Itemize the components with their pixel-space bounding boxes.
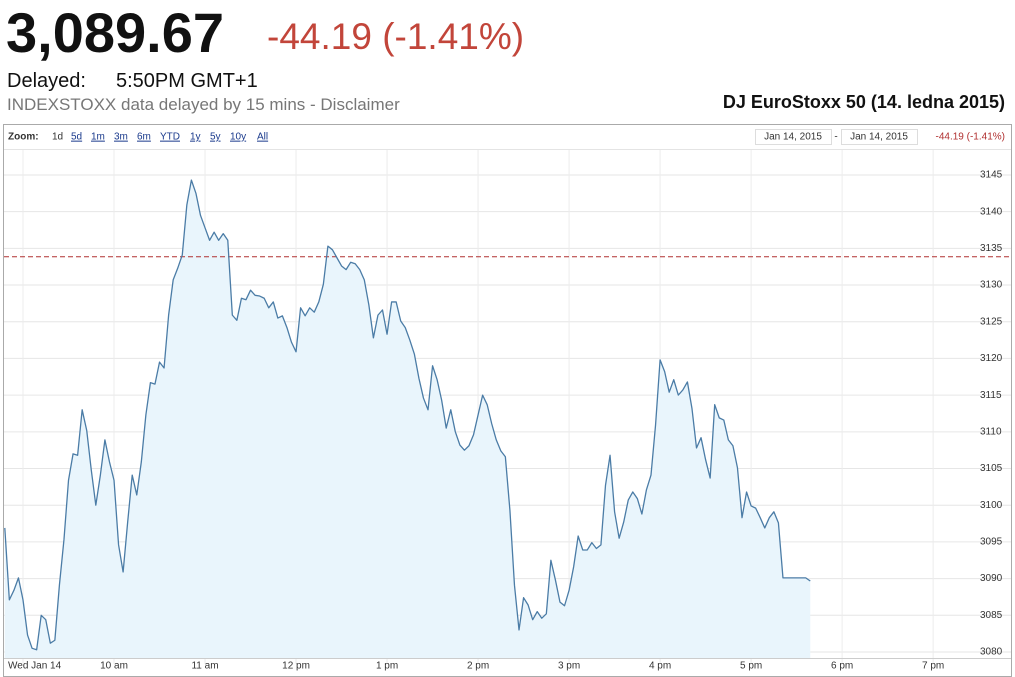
delayed-label: Delayed: xyxy=(7,70,86,92)
range-to: Jan 14, 2015 xyxy=(850,132,908,143)
x-tick-label: 3 pm xyxy=(558,661,580,672)
y-tick-label: 3130 xyxy=(980,280,1003,291)
y-tick-label: 3125 xyxy=(980,316,1003,327)
zoom-option[interactable]: 5d xyxy=(71,132,82,143)
x-tick-label: 2 pm xyxy=(467,661,489,672)
y-tick-label: 3085 xyxy=(980,610,1003,621)
zoom-option[interactable]: 1d xyxy=(52,132,63,143)
range-from: Jan 14, 2015 xyxy=(764,132,822,143)
x-tick-label: 7 pm xyxy=(922,661,944,672)
source-note: INDEXSTOXX data delayed by 15 mins - Dis… xyxy=(7,95,400,114)
x-tick-label: 12 pm xyxy=(282,661,310,672)
price-change: -44.19 (-1.41%) xyxy=(267,16,524,57)
range-separator: - xyxy=(834,132,837,143)
plot: 3080 3085 3090 3095 3100 3105 3110 3115 3120 3125… xyxy=(4,150,1011,672)
y-tick-label: 3140 xyxy=(980,206,1003,217)
x-tick-label: 11 am xyxy=(191,661,218,672)
price: 3,089.67 xyxy=(6,1,224,64)
y-tick-label: 3145 xyxy=(980,170,1003,181)
y-tick-label: 3100 xyxy=(980,500,1003,511)
zoom-option[interactable]: 10y xyxy=(230,132,246,143)
zoom-option[interactable]: 6m xyxy=(137,132,151,143)
y-tick-label: 3080 xyxy=(980,647,1003,658)
x-tick-label: 10 am xyxy=(100,661,128,672)
range-change: -44.19 (-1.41%) xyxy=(936,132,1005,143)
y-tick-label: 3105 xyxy=(980,463,1003,474)
x-tick-label: 6 pm xyxy=(831,661,853,672)
y-tick-label: 3135 xyxy=(980,243,1003,254)
y-tick-label: 3120 xyxy=(980,353,1003,364)
zoom-option[interactable]: YTD xyxy=(160,132,180,143)
zoom-option[interactable]: All xyxy=(257,132,268,143)
delayed-time: 5:50PM GMT+1 xyxy=(116,70,258,92)
y-tick-label: 3090 xyxy=(980,573,1003,584)
x-tick-label: 5 pm xyxy=(740,661,762,672)
zoom-option[interactable]: 1m xyxy=(91,132,105,143)
range-box xyxy=(841,129,918,145)
zoom-option[interactable]: 3m xyxy=(114,132,128,143)
range-box xyxy=(755,129,832,145)
price-line xyxy=(4,179,811,651)
y-tick-label: 3115 xyxy=(980,390,1002,401)
zoom-option[interactable]: 1y xyxy=(190,132,201,143)
area-fill xyxy=(4,180,811,658)
chart-title: DJ EuroStoxx 50 (14. ledna 2015) xyxy=(723,92,1005,112)
zoom-label: Zoom: xyxy=(8,132,39,143)
x-tick-label: Wed Jan 14 xyxy=(8,661,62,672)
x-tick-label: 4 pm xyxy=(649,661,671,672)
zoom-options: 1d 5d 1m 3m 6m YTD 1y 5y 10y All xyxy=(52,132,268,143)
zoom-option[interactable]: 5y xyxy=(210,132,221,143)
y-tick-label: 3095 xyxy=(980,537,1003,548)
y-tick-label: 3110 xyxy=(980,426,1002,437)
x-tick-label: 1 pm xyxy=(376,661,398,672)
